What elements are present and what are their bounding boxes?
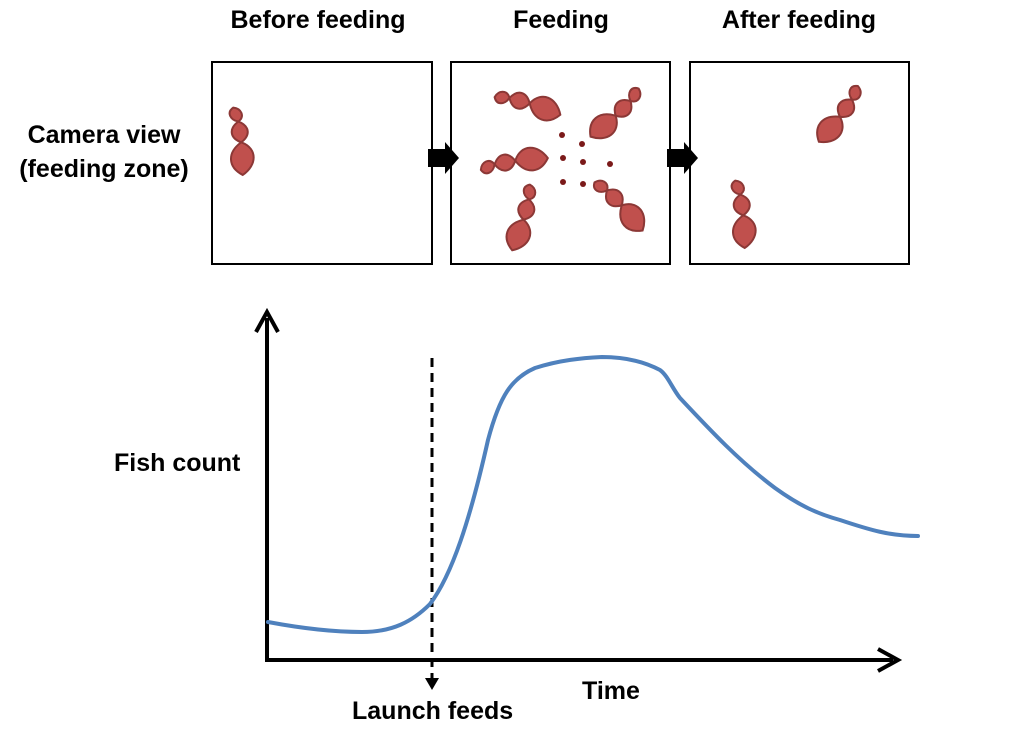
launch-feeds-arrowhead: [425, 678, 439, 690]
camera-frame-after: [689, 61, 910, 265]
launch-feeds-label: Launch feeds: [352, 697, 514, 725]
panel-title-feeding: Feeding: [513, 6, 609, 34]
x-axis-arrowhead: [877, 647, 903, 673]
y-axis-arrowhead: [254, 307, 280, 333]
fish-count-curve: [266, 355, 920, 634]
y-axis-label: Fish count: [114, 449, 241, 477]
graph-axes: [265, 318, 893, 662]
camera-view-label-line2: (feeding zone): [19, 155, 189, 183]
feed-pellets: [559, 132, 613, 187]
arrow-right-icon: [667, 142, 698, 174]
panel-title-after: After feeding: [721, 6, 877, 34]
x-axis-label: Time: [582, 677, 640, 705]
arrow-right-icon: [428, 142, 459, 174]
camera-view-label: Camera view (feeding zone): [4, 118, 204, 186]
camera-view-label-line1: Camera view: [27, 121, 181, 149]
panel-title-before: Before feeding: [230, 6, 406, 34]
